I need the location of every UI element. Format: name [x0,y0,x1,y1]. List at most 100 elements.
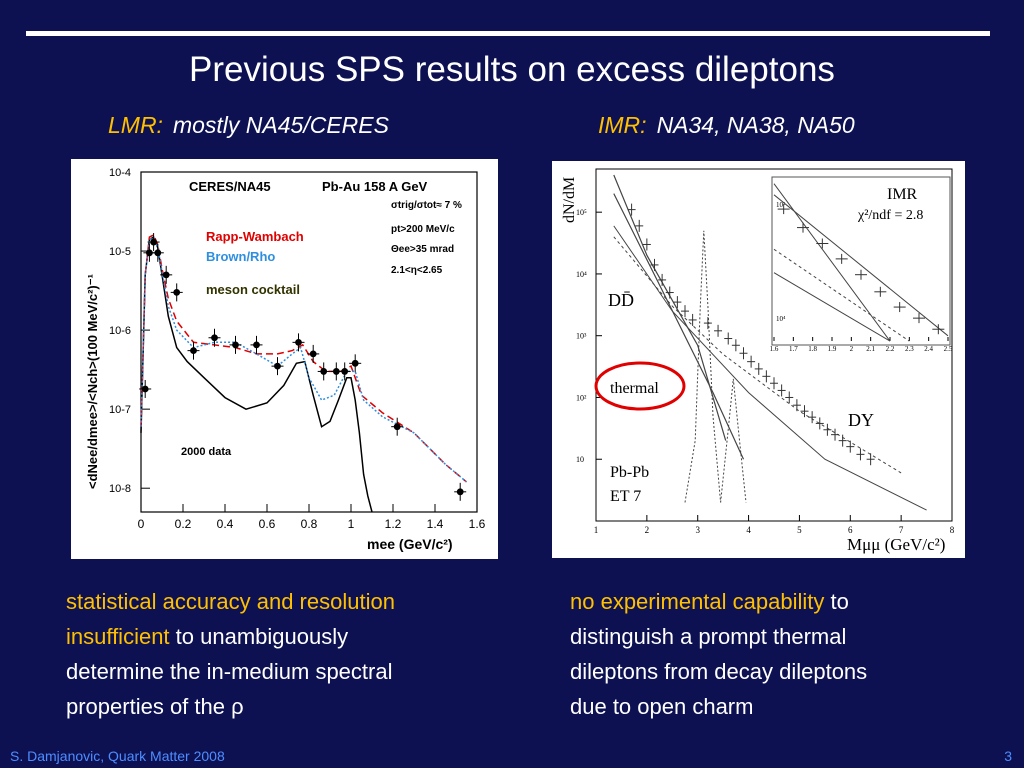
ceres-data-point [295,338,302,346]
inset-x-tick-label: 1.6 [770,345,779,353]
page-number: 3 [1004,748,1012,764]
imr-label: IMR: [598,112,647,138]
na50-y-axis-title: dN/dM [561,177,578,223]
ceres-data-label: 2000 data [181,446,232,458]
imr-text-3: dileptons from decay dileptons [570,659,868,684]
lmr-text-1: to unambiguously [169,624,349,649]
ceres-y-tick-label: 10-7 [109,404,131,416]
ceres-data-point [146,249,153,257]
ceres-x-tick-label: 0.6 [259,517,276,531]
ceres-y-tick-label: 10-8 [109,483,131,495]
ceres-data-point [162,271,170,279]
ceres-cut-2: pt>200 MeV/c [391,224,455,235]
na50-x-tick-label: 4 [746,525,751,535]
curve-dy [613,236,902,474]
imr-conclusion: no experimental capability to distinguis… [570,584,990,724]
ceres-experiment-label: CERES/NA45 [189,179,271,194]
inset-x-tick-label: 2.1 [866,345,875,353]
imr-text-2: distinguish a prompt thermal [570,624,847,649]
ceres-data-point [320,368,328,375]
ceres-data-point [332,368,340,375]
lmr-conclusion: statistical accuracy and resolution insu… [66,584,526,724]
curve-jpsi [684,230,722,503]
inset-x-tick-label: 2.5 [944,345,953,353]
imr-inset-frame [771,176,951,346]
inset-curve-thermal [773,272,891,342]
na50-y-tick-label: 10 [576,455,584,464]
inset-x-tick-label: 2.3 [905,345,914,353]
ceres-y-axis-title: <dNee/dmee>/<Nch>(100 MeV/c²)⁻¹ [85,274,100,489]
inset-x-tick-label: 1.9 [828,345,837,353]
inset-x-tick-label: 1.7 [789,345,798,353]
ceres-data-point [150,238,157,246]
ceres-x-tick-label: 1.4 [427,517,444,531]
ceres-cut-3: Θee>35 mrad [391,244,454,255]
ceres-plot-panel: 0 0.2 0.4 0.6 0.8 1 1.2 1.4 1.6 10-4 10-5 10-6 10-7 1… [71,159,498,559]
legend-rapp-wambach: Rapp-Wambach [206,229,304,244]
ceres-y-tick-label: 10-6 [109,325,131,337]
inset-fit-label: χ²/ndf = 2.8 [857,208,923,223]
ceres-data-point [253,341,260,349]
na50-x-axis-title: Mμμ (GeV/c²) [847,535,945,554]
inset-y-tick-label: 10⁴ [776,315,786,323]
ceres-system-label: Pb-Au 158 A GeV [322,179,428,194]
lmr-text-2: determine the in-medium spectral [66,659,393,684]
curve-dd-bar [613,174,727,441]
ceres-data-point [154,249,162,257]
ceres-y-tick-label: 10-4 [109,167,131,179]
title-rule [26,31,990,36]
lmr-label: LMR: [108,112,163,138]
inset-x-tick-label: 1.8 [808,345,817,353]
inset-curve-total [773,194,949,337]
ceres-data-point [141,385,149,393]
ceres-x-axis-title: mee (GeV/c²) [367,536,453,552]
ceres-data-point [232,341,239,349]
na50-x-tick-label: 5 [797,525,802,535]
ceres-data-point [190,347,197,355]
ceres-data-point [341,368,349,375]
lmr-highlight-2: insufficient [66,624,170,649]
na50-chart: 1 2 3 4 5 6 7 8 10⁵ 10⁴ 10³ 10² 10 1.6 1.7 1.8 1.9 2 2.1 2… [561,168,955,554]
curve-thermal [613,193,745,460]
na50-y-tick-label: 10² [576,393,587,402]
inset-imr-label: IMR [887,186,918,203]
ceres-x-tick-label: 0.8 [301,517,318,531]
label-pbpb: Pb-Pb [610,464,649,481]
inset-y-tick-label: 10⁵ [776,201,786,209]
na50-plot-frame [595,168,953,522]
na50-x-tick-label: 3 [695,525,700,535]
imr-subtitle: IMR: NA34, NA38, NA50 [598,112,855,139]
inset-x-tick-label: 2.2 [886,345,895,353]
ceres-data-point [274,362,281,370]
na50-x-tick-label: 7 [899,525,904,535]
legend-brown-rho: Brown/Rho [206,249,275,264]
lmr-text-3: properties of the ρ [66,694,244,719]
na50-x-tick-label: 1 [594,525,599,535]
na50-x-tick-label: 6 [848,525,853,535]
ceres-y-tick-label: 10-5 [109,246,131,258]
ceres-cut-1: σtrig/σtot≈ 7 % [391,200,462,211]
imr-subtitle-text: NA34, NA38, NA50 [656,112,855,138]
ceres-data-point [309,350,317,358]
ceres-cut-4: 2.1<η<2.65 [391,265,443,276]
label-dy: DY [848,410,874,430]
label-dd-bar: DD̄ [608,290,634,310]
curve-psi-prime [720,378,747,503]
ceres-x-tick-label: 1.6 [469,517,486,531]
ceres-x-tick-label: 1.2 [385,517,402,531]
imr-text-4: due to open charm [570,694,754,719]
ceres-data-point [211,334,218,342]
ceres-data-point [456,488,464,496]
footer-author: S. Damjanovic, Quark Matter 2008 [10,748,225,764]
ceres-x-tick-label: 0.4 [217,517,234,531]
inset-x-tick-label: 2.4 [924,345,933,353]
na50-y-tick-label: 10⁴ [576,270,587,279]
na50-x-tick-label: 2 [645,525,650,535]
na50-y-tick-label: 10⁵ [576,208,587,217]
legend-meson-cocktail: meson cocktail [206,282,300,297]
ceres-x-tick-label: 0.2 [175,517,192,531]
inset-x-tick-label: 2 [850,345,854,353]
slide-title: Previous SPS results on excess dileptons [189,50,835,89]
lmr-subtitle: LMR: mostly NA45/CERES [108,112,389,139]
na50-x-tick-label: 8 [950,525,955,535]
